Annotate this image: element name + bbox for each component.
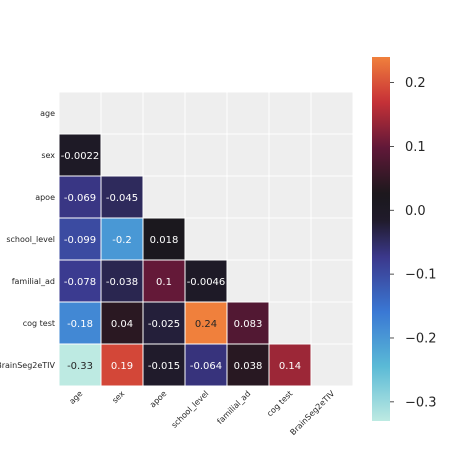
masked-cell bbox=[268, 175, 312, 219]
cell-value-label: -0.0046 bbox=[187, 277, 226, 288]
y-tick-label: cog test bbox=[23, 319, 55, 328]
heatmap-cell bbox=[184, 343, 228, 387]
masked-cell bbox=[184, 133, 228, 177]
cell-value-label: 0.018 bbox=[150, 235, 179, 246]
masked-cell bbox=[310, 217, 354, 261]
cell-value-label: 0.14 bbox=[279, 361, 301, 372]
masked-cell bbox=[310, 343, 354, 387]
x-tick-label: school_level bbox=[170, 389, 211, 430]
x-tick-label: BrainSeg2eTIV bbox=[288, 389, 336, 437]
heatmap-cell bbox=[58, 133, 102, 177]
y-tick-label: apoe bbox=[35, 193, 55, 202]
masked-cell bbox=[268, 259, 312, 303]
cell-value-label: -0.015 bbox=[148, 361, 180, 372]
heatmap-cell bbox=[100, 343, 144, 387]
masked-cell bbox=[226, 175, 270, 219]
masked-cell bbox=[142, 133, 186, 177]
cell-value-label: 0.04 bbox=[111, 319, 133, 330]
x-tick-label: familial_ad bbox=[215, 389, 252, 426]
masked-cell bbox=[226, 91, 270, 135]
cell-value-label: 0.083 bbox=[234, 319, 263, 330]
masked-cell bbox=[310, 175, 354, 219]
y-tick-label: age bbox=[40, 109, 55, 118]
cell-value-label: -0.0022 bbox=[61, 151, 100, 162]
colorbar-tick-label: 0.1 bbox=[405, 140, 426, 155]
heatmap-cell bbox=[184, 301, 228, 345]
masked-cell bbox=[226, 217, 270, 261]
heatmap-cell bbox=[142, 217, 186, 261]
masked-cell bbox=[310, 133, 354, 177]
masked-cell bbox=[268, 133, 312, 177]
masked-cell bbox=[142, 175, 186, 219]
masked-cell bbox=[184, 175, 228, 219]
masked-cell bbox=[268, 217, 312, 261]
masked-cell bbox=[310, 301, 354, 345]
masked-cell bbox=[58, 91, 102, 135]
cell-value-label: -0.18 bbox=[67, 319, 93, 330]
cell-value-label: -0.045 bbox=[106, 193, 138, 204]
cell-value-label: -0.2 bbox=[112, 235, 132, 246]
colorbar-tick-label: 0.2 bbox=[405, 76, 426, 91]
masked-cell bbox=[184, 217, 228, 261]
cell-value-label: -0.038 bbox=[106, 277, 138, 288]
masked-cell bbox=[226, 133, 270, 177]
heatmap-cell bbox=[184, 259, 228, 303]
cell-value-label: -0.069 bbox=[64, 193, 96, 204]
masked-cell bbox=[184, 91, 228, 135]
colorbar bbox=[372, 57, 390, 421]
y-tick-label: familial_ad bbox=[12, 277, 55, 286]
masked-cell bbox=[268, 301, 312, 345]
cell-value-label: 0.19 bbox=[111, 361, 133, 372]
x-tick-label: age bbox=[68, 389, 85, 406]
y-tick-label: BrainSeg2eTIV bbox=[0, 361, 56, 370]
cell-value-label: -0.33 bbox=[67, 361, 93, 372]
cell-value-label: -0.025 bbox=[148, 319, 180, 330]
masked-cell bbox=[100, 91, 144, 135]
x-tick-label: sex bbox=[110, 389, 126, 405]
y-tick-label: sex bbox=[41, 151, 55, 160]
cell-value-label: -0.099 bbox=[64, 235, 96, 246]
heatmap-cell bbox=[142, 343, 186, 387]
cell-value-label: 0.24 bbox=[195, 319, 217, 330]
x-tick-label: cog test bbox=[265, 389, 294, 418]
cell-value-label: 0.038 bbox=[234, 361, 263, 372]
masked-cell bbox=[310, 91, 354, 135]
cell-value-label: -0.064 bbox=[190, 361, 222, 372]
colorbar-tick-label: −0.1 bbox=[405, 268, 437, 283]
masked-cell bbox=[268, 91, 312, 135]
colorbar-tick-label: −0.3 bbox=[405, 395, 437, 410]
x-tick-label: apoe bbox=[148, 389, 168, 409]
heatmap-cell bbox=[58, 175, 102, 219]
colorbar-tick-label: −0.2 bbox=[405, 331, 437, 346]
y-tick-label: school_level bbox=[6, 235, 55, 244]
masked-cell bbox=[226, 259, 270, 303]
heatmap-cell bbox=[100, 259, 144, 303]
heatmap-cell bbox=[100, 301, 144, 345]
cell-value-label: 0.1 bbox=[156, 277, 172, 288]
cell-value-label: -0.078 bbox=[64, 277, 96, 288]
masked-cell bbox=[142, 91, 186, 135]
masked-cell bbox=[100, 133, 144, 177]
heatmap-cell bbox=[226, 343, 270, 387]
masked-cell bbox=[310, 259, 354, 303]
colorbar-tick-label: 0.0 bbox=[405, 204, 426, 219]
heatmap-cell bbox=[58, 343, 102, 387]
heatmap-cell bbox=[268, 343, 312, 387]
